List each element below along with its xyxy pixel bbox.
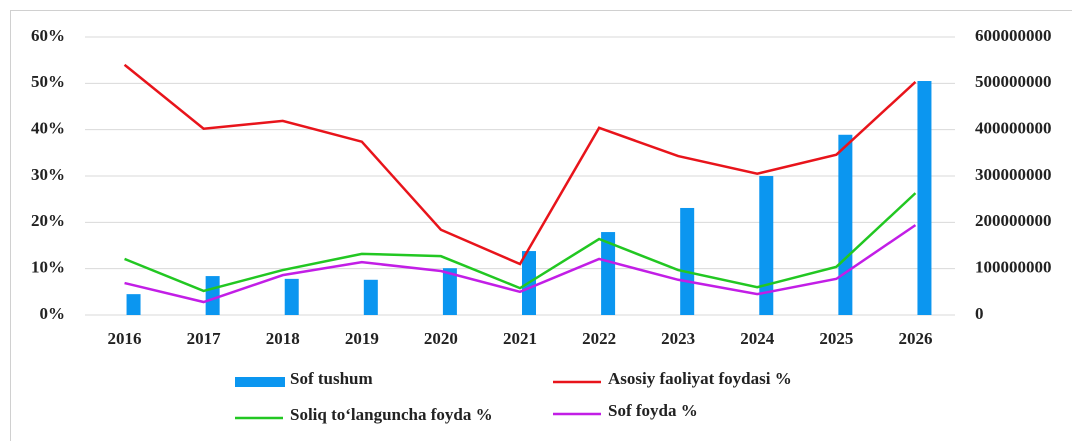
bar: [442, 268, 457, 315]
x-tick-label: 2021: [503, 329, 537, 348]
y-tick-label: 40%: [31, 119, 65, 138]
x-tick-label: 2016: [108, 329, 142, 348]
y2-tick-label: 500000000: [975, 72, 1052, 91]
legend-label: Sof foyda %: [608, 401, 698, 420]
x-tick-label: 2023: [661, 329, 695, 348]
bar: [205, 276, 220, 315]
bar: [759, 176, 774, 315]
y-tick-label: 20%: [31, 211, 65, 230]
y2-tick-label: 600000000: [975, 26, 1052, 45]
x-tick-label: 2025: [819, 329, 853, 348]
y2-tick-label: 100000000: [975, 258, 1052, 277]
bar: [680, 207, 695, 315]
line: [123, 63, 917, 266]
bar: [838, 134, 853, 315]
y-tick-label: 0%: [40, 304, 66, 323]
y-tick-label: 10%: [31, 258, 65, 277]
y2-tick-label: 400000000: [975, 119, 1052, 138]
y-tick-label: 60%: [31, 26, 65, 45]
bar: [917, 81, 932, 316]
y2-tick-label: 200000000: [975, 211, 1052, 230]
bar: [363, 279, 378, 315]
line: [124, 192, 917, 293]
bar: [601, 232, 616, 315]
x-tick-label: 2024: [740, 329, 775, 348]
y2-tick-label: 0: [975, 304, 984, 323]
x-tick-label: 2019: [345, 329, 379, 348]
legend-label: Soliq to‘languncha foyda %: [290, 405, 493, 424]
legend-label: Asosiy faoliyat foydasi %: [608, 369, 792, 388]
x-tick-label: 2018: [266, 329, 300, 348]
legend-label: Sof tushum: [290, 369, 373, 388]
x-tick-label: 2017: [187, 329, 222, 348]
x-tick-label: 2022: [582, 329, 616, 348]
y2-tick-label: 300000000: [975, 165, 1052, 184]
bar: [126, 294, 141, 315]
line: [124, 224, 917, 304]
chart-frame: [10, 10, 1072, 441]
legend-swatch: [235, 377, 285, 387]
bar: [284, 278, 299, 315]
y-tick-label: 50%: [31, 72, 65, 91]
x-tick-label: 2026: [898, 329, 932, 348]
x-tick-label: 2020: [424, 329, 458, 348]
y-tick-label: 30%: [31, 165, 65, 184]
